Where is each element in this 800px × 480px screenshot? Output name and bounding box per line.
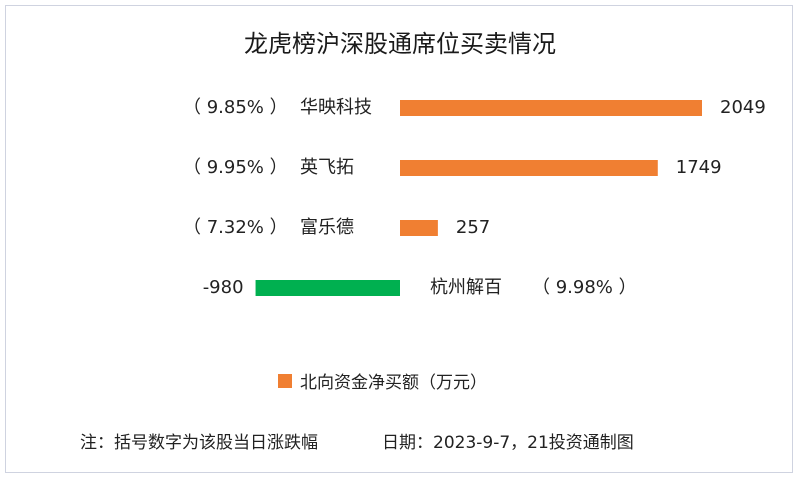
value-label: 257 <box>456 217 490 238</box>
value-label: -980 <box>203 277 244 298</box>
chart-title: 龙虎榜沪深股通席位买卖情况 <box>244 30 556 58</box>
legend-label: 北向资金净买额（万元） <box>300 373 487 393</box>
change-label: （ 9.98% ） <box>532 277 637 298</box>
legend: 北向资金净买额（万元） <box>278 368 487 393</box>
change-label: （ 9.95% ） <box>183 157 288 178</box>
bar-2 <box>400 160 658 176</box>
category-label: 英飞拓 <box>300 157 354 178</box>
footer-date: 日期：2023-9-7，21投资通制图 <box>382 433 634 453</box>
bar-4 <box>255 280 400 296</box>
chart-frame <box>5 5 793 473</box>
bar-1 <box>400 100 702 116</box>
category-label: 富乐德 <box>300 217 354 238</box>
footer-note: 注：括号数字为该股当日涨跌幅 <box>80 433 318 453</box>
bar-3 <box>400 220 438 236</box>
category-label: 华映科技 <box>300 97 372 118</box>
category-label: 杭州解百 <box>430 277 502 298</box>
value-label: 1749 <box>676 157 722 178</box>
legend-swatch <box>278 373 292 388</box>
change-label: （ 9.85% ） <box>183 97 288 118</box>
value-label: 2049 <box>720 97 766 118</box>
change-label: （ 7.32% ） <box>183 217 288 238</box>
